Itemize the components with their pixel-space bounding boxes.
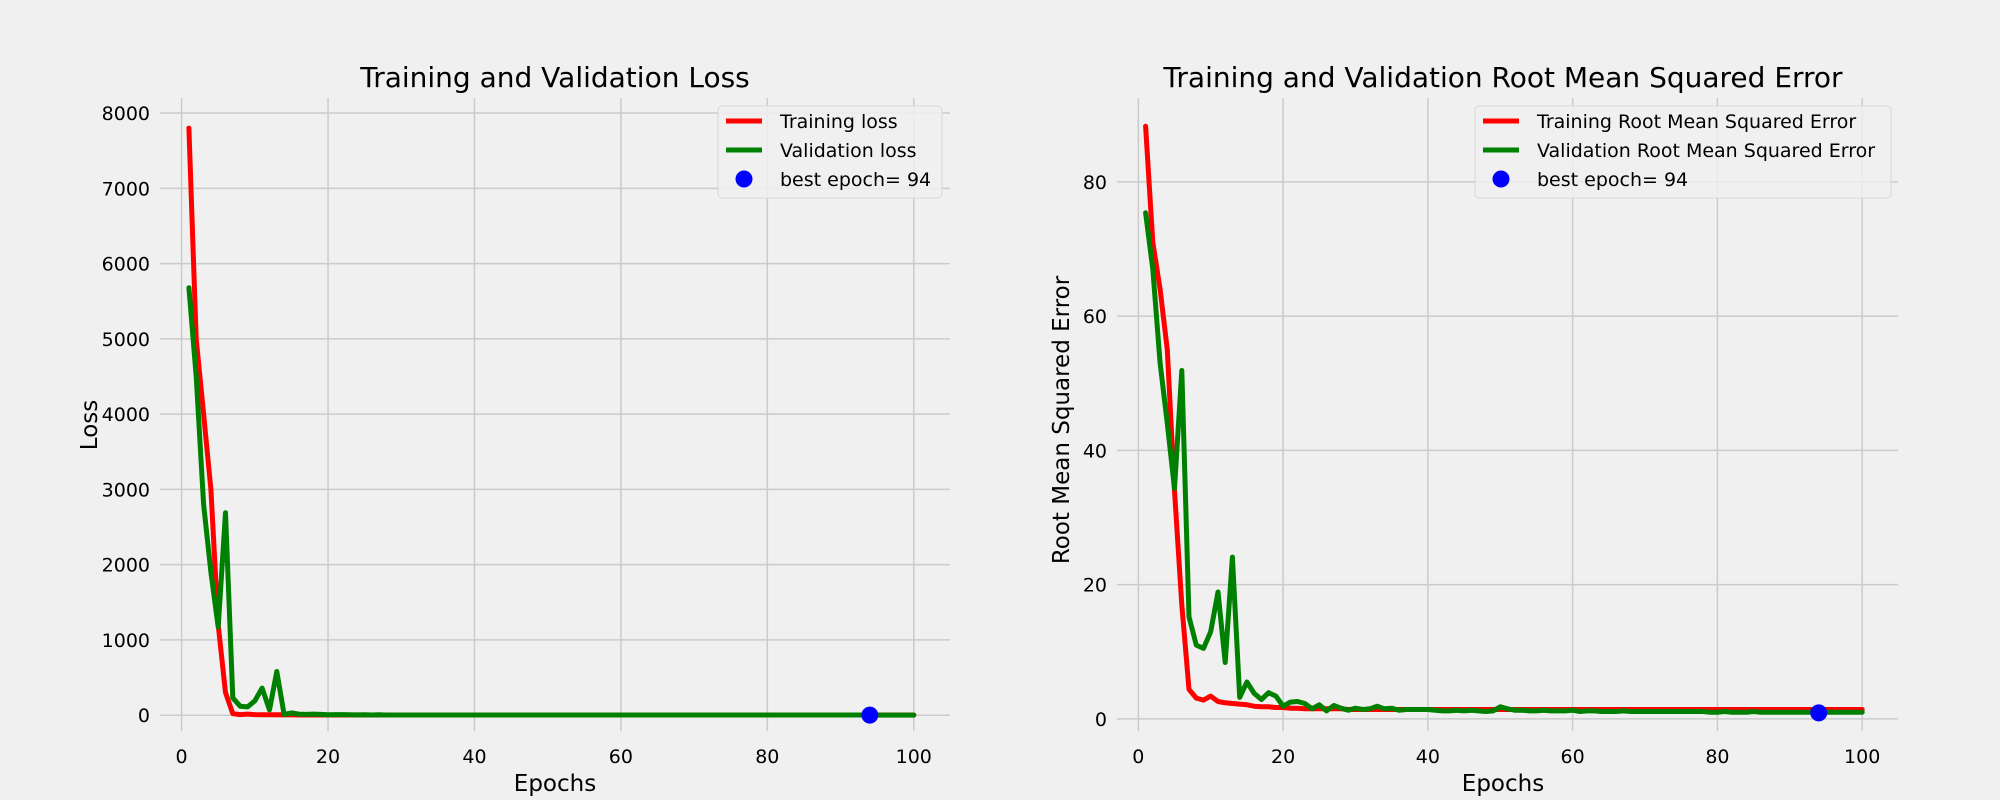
loss-y-tick-label: 3000: [102, 479, 150, 501]
rmse-x-tick-label: 100: [1844, 746, 1880, 768]
rmse-x-axis-label: Epochs: [1462, 771, 1544, 797]
rmse-legend-best-label: best epoch= 94: [1537, 169, 1688, 191]
loss-x-tick-label: 60: [609, 746, 633, 768]
rmse-y-tick-label: 60: [1083, 306, 1107, 328]
loss-tick-labels: 0 20 40 60 80 1000100020003000400050006000700…: [102, 103, 932, 768]
loss-x-tick-label: 20: [316, 746, 340, 768]
rmse-legend-box: [1474, 105, 1892, 199]
rmse-x-tick-label: 0: [1132, 746, 1144, 768]
rmse-x-tick-label: 80: [1705, 746, 1729, 768]
rmse-plot-area: [1143, 123, 1865, 722]
rmse-y-axis-label: Root Mean Squared Error: [1049, 275, 1075, 564]
loss-legend-label: Validation loss: [780, 140, 917, 162]
rmse-best-epoch-point: [1810, 704, 1828, 722]
loss-chart-title: Training and Validation Loss: [359, 61, 750, 94]
rmse-legend: Training Root Mean Squared Error Validati…: [1474, 105, 1892, 199]
loss-series-validation-line: [186, 285, 917, 718]
rmse-x-tick-label: 60: [1561, 746, 1585, 768]
loss-plot-area: [186, 125, 917, 724]
loss-chart: 0 20 40 60 80 1000100020003000400050006000700…: [77, 61, 950, 797]
rmse-y-tick-label: 0: [1095, 709, 1107, 731]
rmse-series-validation-line: [1143, 210, 1865, 716]
loss-x-tick-label: 40: [462, 746, 486, 768]
loss-y-tick-label: 7000: [102, 178, 150, 200]
rmse-chart-title: Training and Validation Root Mean Square…: [1162, 61, 1843, 94]
rmse-legend-label: Validation Root Mean Squared Error: [1537, 140, 1875, 162]
rmse-legend-best-marker: [1492, 170, 1510, 188]
loss-y-tick-label: 0: [138, 705, 150, 727]
loss-legend-box: [717, 105, 943, 199]
loss-legend-best-marker: [735, 170, 753, 188]
loss-y-tick-label: 8000: [102, 103, 150, 125]
loss-y-axis-label: Loss: [77, 400, 103, 450]
loss-legend: Training loss Validation loss best epoch= …: [717, 105, 943, 199]
rmse-x-tick-label: 20: [1271, 746, 1295, 768]
rmse-chart: 0 20 40 60 80 100 0 20 40 60 80 Training and Valid…: [1049, 61, 1898, 797]
loss-x-axis-label: Epochs: [514, 771, 596, 797]
loss-x-tick-label: 0: [176, 746, 188, 768]
rmse-y-tick-label: 20: [1083, 575, 1107, 597]
loss-x-tick-label: 100: [896, 746, 932, 768]
rmse-x-tick-label: 40: [1416, 746, 1440, 768]
loss-best-epoch-point: [861, 706, 879, 724]
loss-y-tick-label: 4000: [102, 404, 150, 426]
loss-y-tick-label: 2000: [102, 555, 150, 577]
loss-y-tick-label: 6000: [102, 254, 150, 276]
loss-grid: [160, 98, 950, 731]
rmse-tick-labels: 0 20 40 60 80 100 0 20 40 60 80: [1083, 172, 1880, 768]
loss-x-tick-label: 80: [755, 746, 779, 768]
rmse-legend-label: Training Root Mean Squared Error: [1536, 111, 1856, 133]
loss-legend-label: Training loss: [779, 111, 898, 133]
loss-y-tick-label: 5000: [102, 329, 150, 351]
rmse-y-tick-label: 40: [1083, 440, 1107, 462]
rmse-y-tick-label: 80: [1083, 172, 1107, 194]
loss-y-tick-label: 1000: [102, 630, 150, 652]
loss-legend-best-label: best epoch= 94: [780, 169, 931, 191]
